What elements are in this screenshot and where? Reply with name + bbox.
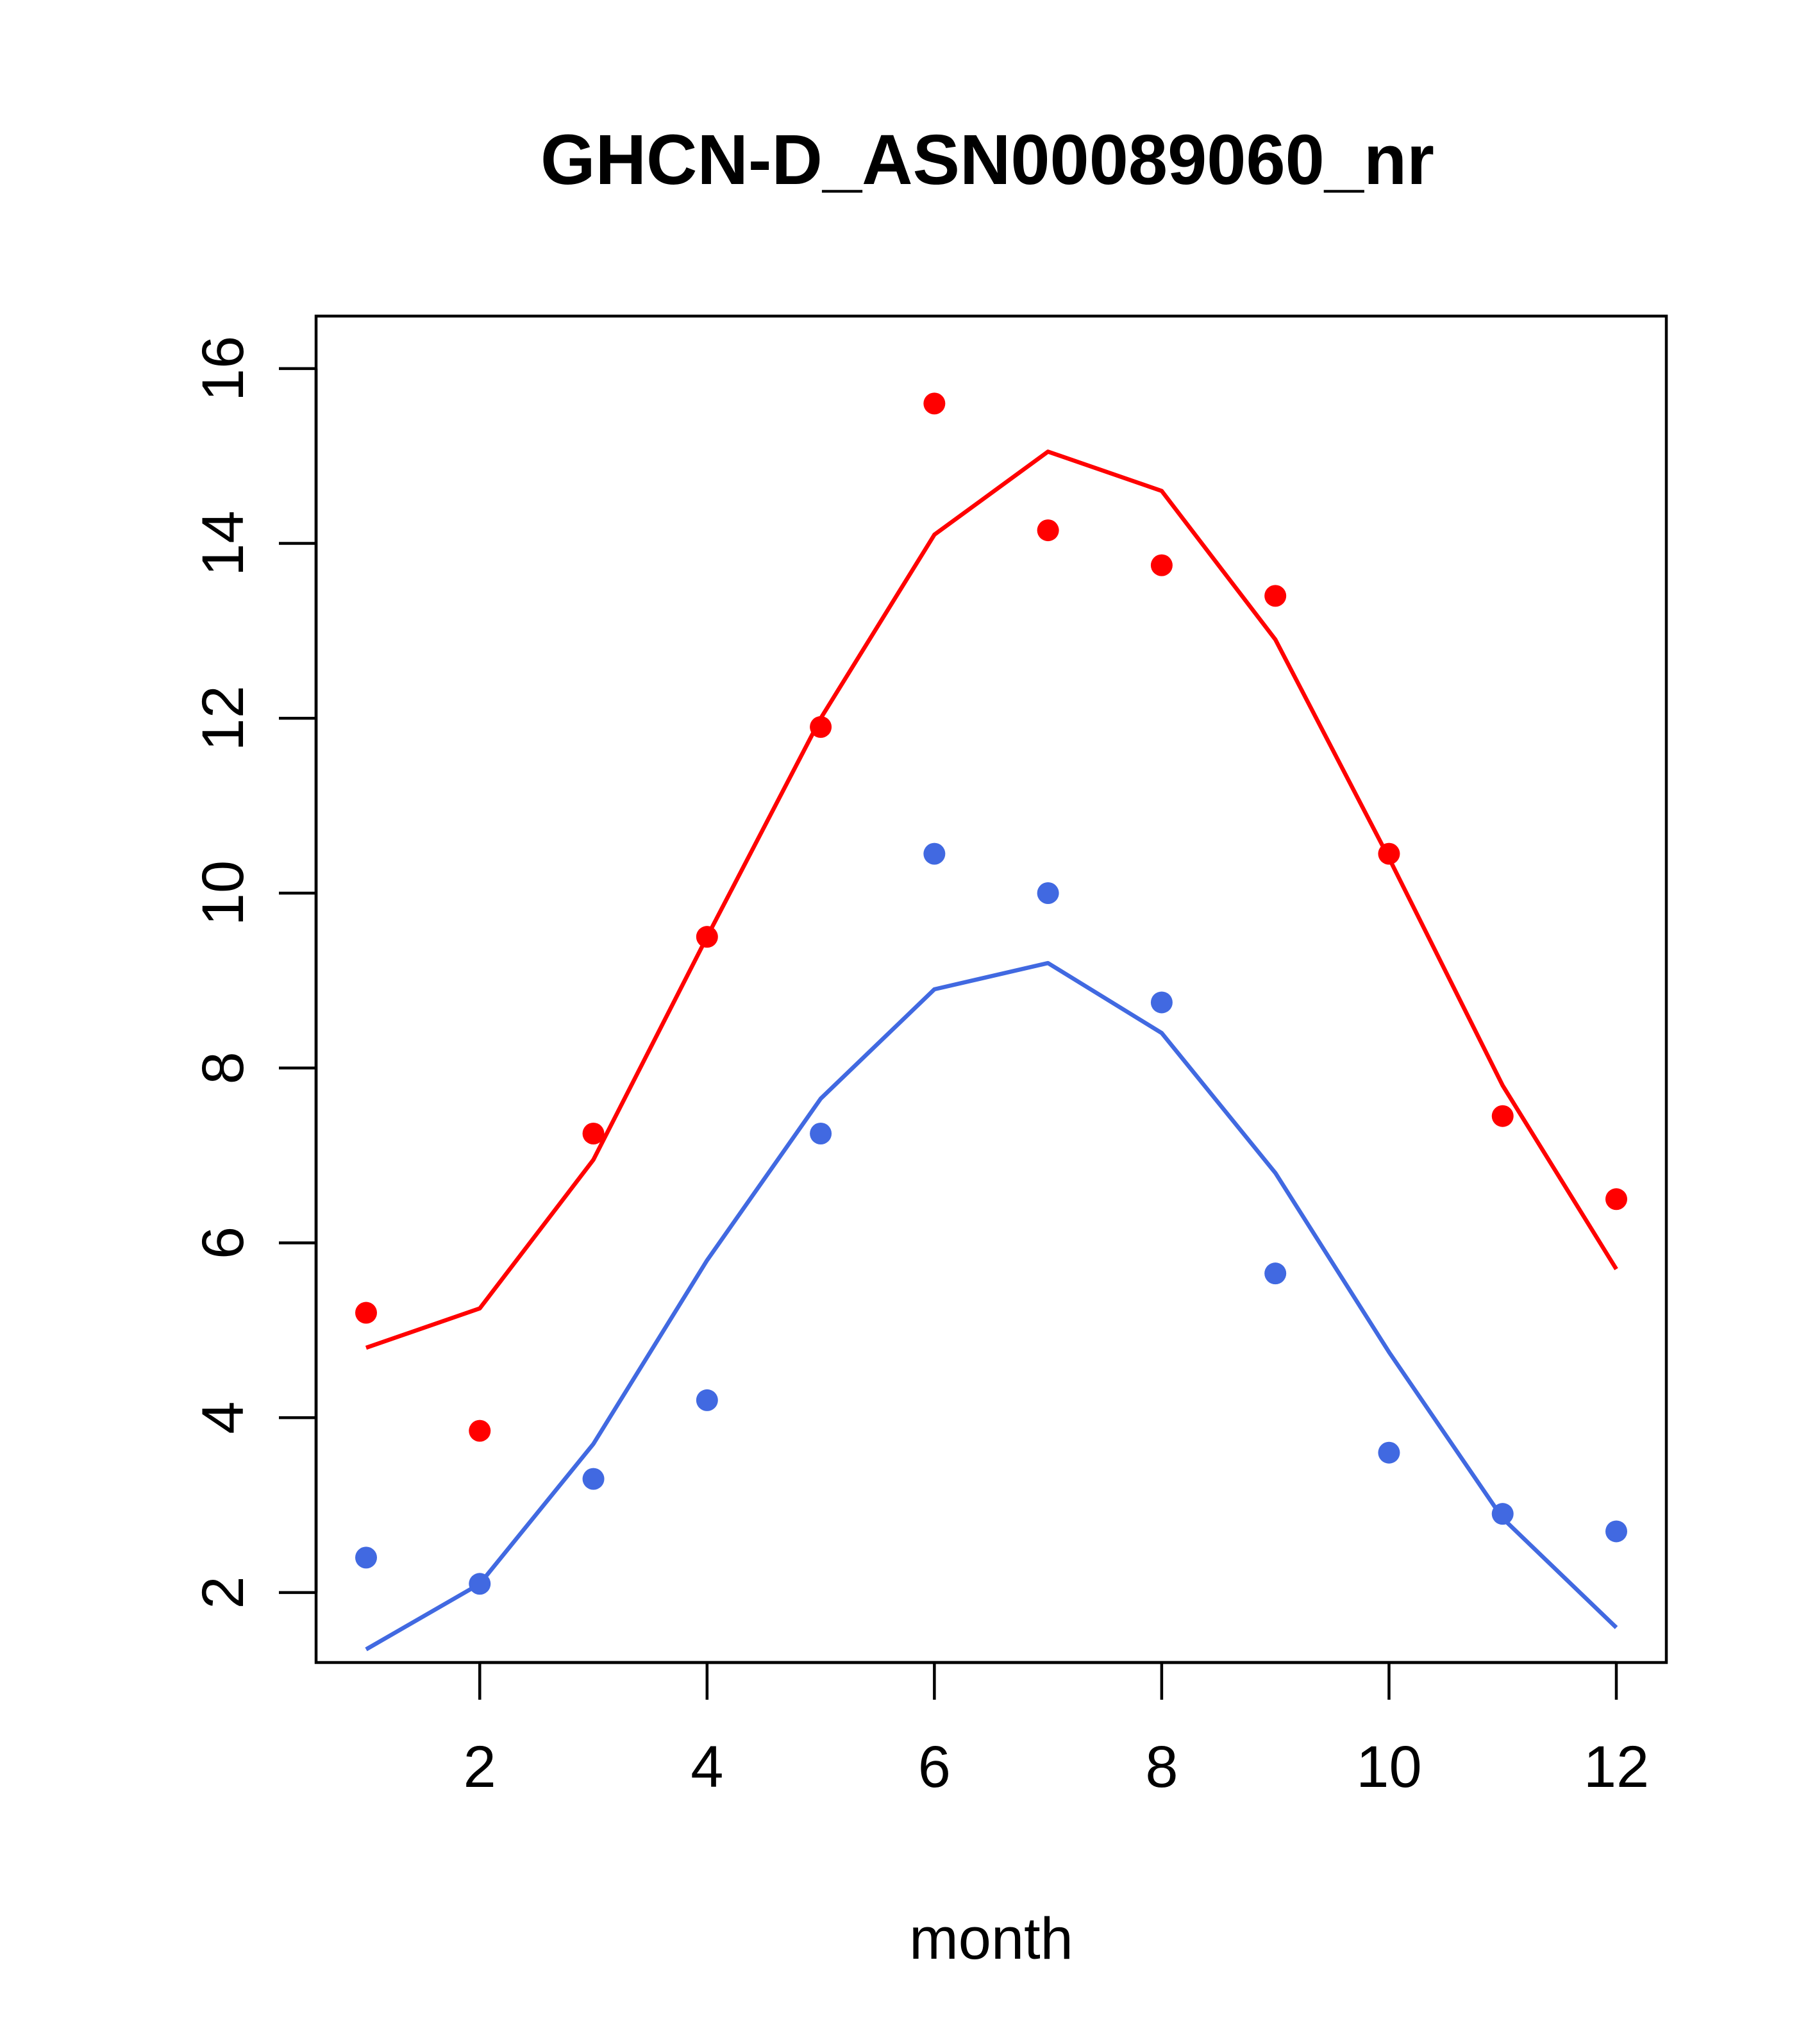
series-3-points — [355, 842, 1627, 1595]
x-tick-label: 12 — [1584, 1734, 1649, 1800]
data-point — [1150, 554, 1173, 576]
x-tick-label: 10 — [1356, 1734, 1421, 1800]
data-point — [355, 1546, 377, 1569]
y-tick-label: 4 — [190, 1402, 256, 1434]
y-tick-label: 16 — [190, 336, 256, 401]
data-point — [1378, 1441, 1400, 1464]
data-point — [1605, 1188, 1627, 1210]
x-tick-label: 2 — [464, 1734, 496, 1800]
data-point — [469, 1420, 491, 1442]
y-tick-label: 6 — [190, 1227, 256, 1259]
data-point — [1264, 1262, 1287, 1285]
series-line — [365, 960, 1618, 1652]
data-point — [923, 392, 946, 415]
data-point — [1378, 842, 1400, 865]
series-layer — [355, 392, 1627, 1652]
x-tick-label: 4 — [691, 1734, 723, 1800]
y-tick-label: 12 — [190, 685, 256, 751]
y-tick-label: 8 — [190, 1051, 256, 1084]
y-tick-label: 14 — [190, 510, 256, 576]
y-tick-label: 10 — [190, 860, 256, 926]
data-point — [1605, 1520, 1627, 1543]
data-point — [1264, 585, 1287, 607]
x-axis: 2 4 6 8 10 12 — [464, 1661, 1649, 1800]
data-point — [1037, 882, 1059, 904]
data-point — [696, 1389, 718, 1411]
data-point — [923, 842, 946, 865]
data-point — [582, 1468, 605, 1490]
series-1-points — [355, 392, 1627, 1442]
x-tick-label: 8 — [1145, 1734, 1178, 1800]
data-point — [810, 1123, 832, 1144]
series-2-line — [365, 960, 1618, 1652]
data-point — [355, 1302, 377, 1324]
y-tick-label: 2 — [190, 1576, 256, 1609]
series-line — [365, 449, 1618, 1350]
data-point — [1491, 1105, 1514, 1127]
data-point — [810, 716, 832, 738]
data-point — [469, 1573, 491, 1595]
data-point — [1150, 991, 1173, 1014]
series-0-line — [365, 449, 1618, 1350]
y-axis: 2 4 6 8 10 12 14 16 — [190, 336, 318, 1609]
data-point — [582, 1123, 605, 1144]
data-point — [696, 926, 718, 948]
data-point — [1491, 1503, 1514, 1525]
chart-title: GHCN-D_ASN00089060_nr — [540, 121, 1434, 199]
data-point — [1037, 519, 1059, 542]
x-axis-label: month — [909, 1906, 1073, 1972]
x-tick-label: 6 — [918, 1734, 951, 1800]
